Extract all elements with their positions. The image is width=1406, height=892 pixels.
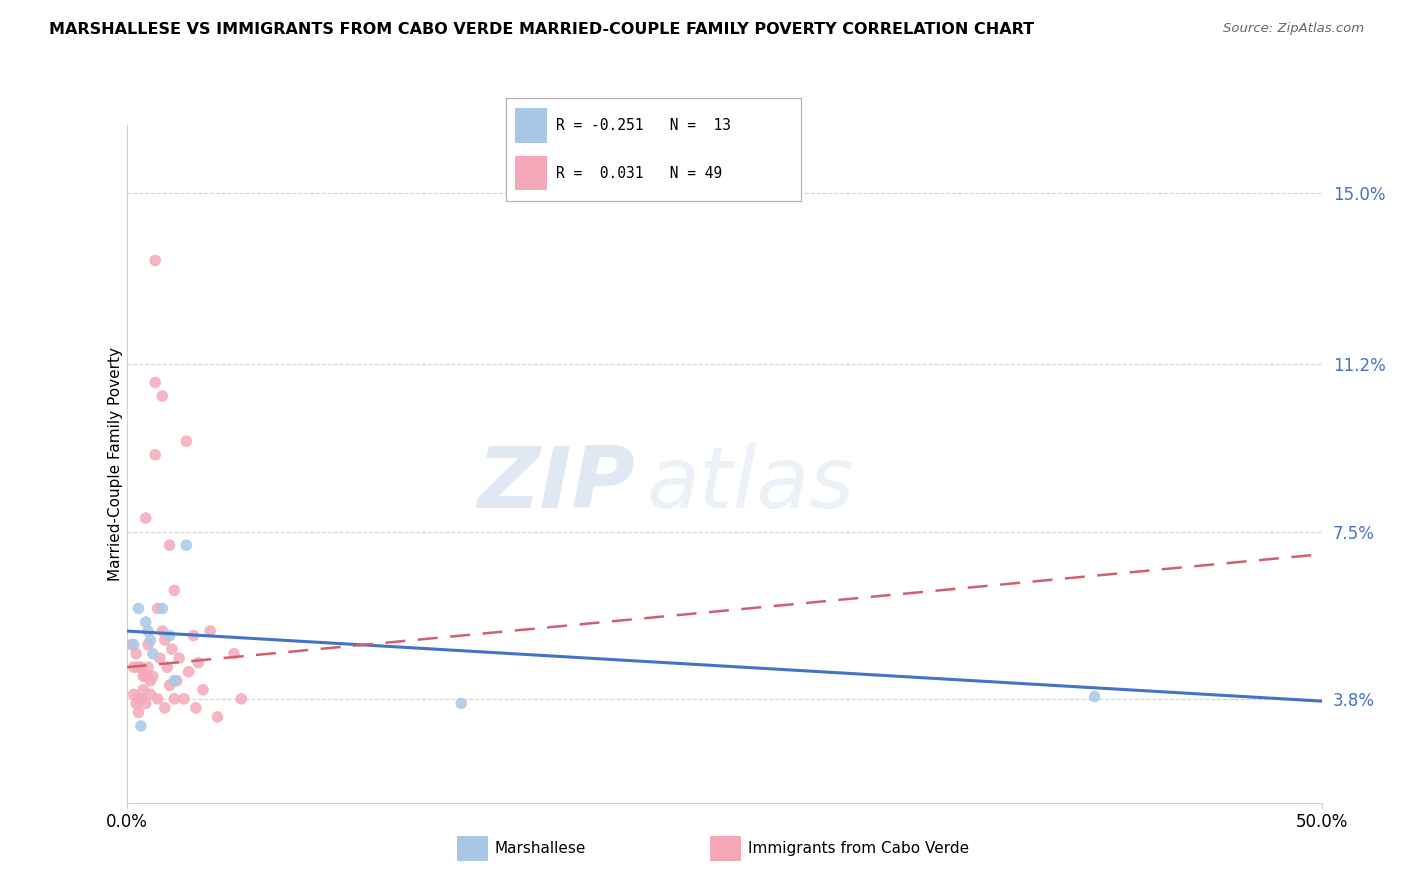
Point: [132, 682, 155, 697]
Point: [125, 647, 148, 661]
Point: [122, 687, 145, 701]
Point: [187, 656, 209, 670]
Point: [160, 642, 183, 657]
Point: [143, 376, 166, 390]
Point: [200, 624, 222, 638]
Text: MARSHALLESE VS IMMIGRANTS FROM CABO VERDE MARRIED-COUPLE FAMILY POVERTY CORRELAT: MARSHALLESE VS IMMIGRANTS FROM CABO VERD…: [49, 22, 1035, 37]
Point: [184, 701, 207, 715]
Point: [150, 624, 174, 638]
Point: [177, 665, 200, 679]
Point: [139, 673, 162, 688]
Point: [135, 615, 157, 629]
Point: [163, 673, 186, 688]
Point: [167, 651, 190, 665]
Point: [1083, 690, 1105, 704]
Point: [191, 682, 214, 697]
Bar: [515, 108, 547, 144]
Point: [129, 691, 152, 706]
Point: [150, 601, 174, 615]
Point: [142, 647, 165, 661]
Point: [120, 638, 142, 652]
Point: [159, 629, 181, 643]
Text: Immigrants from Cabo Verde: Immigrants from Cabo Verde: [748, 841, 969, 855]
Bar: [515, 155, 547, 190]
Point: [143, 253, 166, 268]
Point: [450, 697, 472, 711]
Point: [156, 660, 179, 674]
Point: [163, 583, 186, 598]
Point: [149, 651, 172, 665]
Point: [142, 669, 165, 683]
Point: [159, 678, 181, 692]
Point: [166, 673, 188, 688]
Point: [127, 691, 149, 706]
Point: [159, 538, 181, 552]
Point: [132, 669, 155, 683]
Point: [135, 511, 157, 525]
Point: [146, 691, 169, 706]
Point: [222, 647, 246, 661]
Point: [127, 706, 149, 720]
Text: ZIP: ZIP: [477, 442, 634, 525]
Point: [174, 434, 197, 449]
Point: [173, 691, 195, 706]
Text: R =  0.031   N = 49: R = 0.031 N = 49: [557, 166, 723, 180]
Point: [136, 660, 159, 674]
Point: [143, 448, 166, 462]
Point: [183, 629, 205, 643]
Y-axis label: Married-Couple Family Poverty: Married-Couple Family Poverty: [108, 347, 122, 581]
Point: [163, 691, 186, 706]
Point: [122, 660, 145, 674]
Text: atlas: atlas: [647, 442, 855, 525]
Point: [125, 697, 148, 711]
Point: [122, 638, 145, 652]
Point: [139, 687, 162, 701]
Point: [139, 633, 162, 648]
Point: [231, 691, 253, 706]
Point: [127, 601, 149, 615]
Text: R = -0.251   N =  13: R = -0.251 N = 13: [557, 119, 731, 133]
Point: [174, 538, 197, 552]
Point: [136, 638, 159, 652]
Point: [146, 601, 169, 615]
Point: [136, 624, 159, 638]
Text: Marshallese: Marshallese: [495, 841, 586, 855]
Point: [129, 719, 152, 733]
Point: [127, 660, 149, 674]
Point: [153, 633, 176, 648]
Text: Source: ZipAtlas.com: Source: ZipAtlas.com: [1223, 22, 1364, 36]
Point: [150, 389, 174, 403]
Point: [135, 669, 157, 683]
Point: [135, 697, 157, 711]
Point: [153, 701, 176, 715]
Point: [129, 660, 152, 674]
Point: [207, 710, 229, 724]
